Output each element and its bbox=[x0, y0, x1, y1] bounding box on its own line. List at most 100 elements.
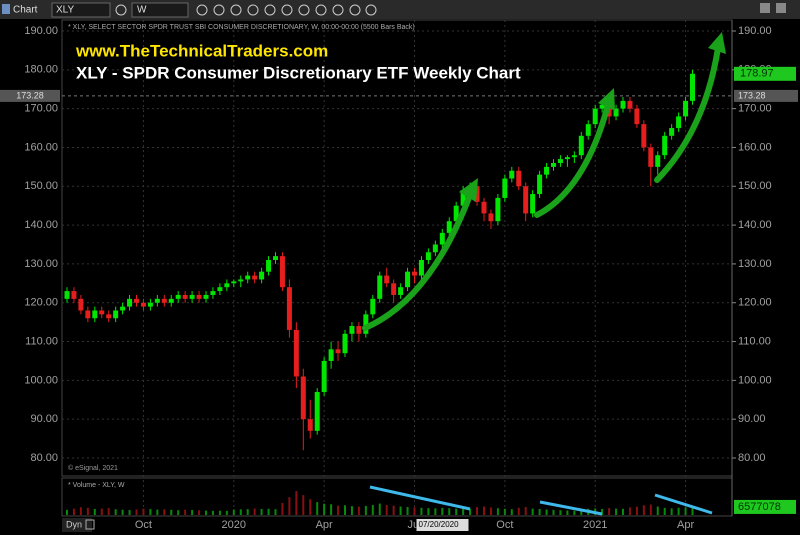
volume-bar bbox=[615, 508, 618, 515]
volume-bar bbox=[628, 507, 631, 515]
refresh-icon[interactable] bbox=[115, 4, 127, 16]
volume-bar bbox=[531, 508, 534, 515]
candle-body bbox=[64, 291, 70, 299]
x-tick-label: Oct bbox=[135, 519, 152, 531]
candle-body bbox=[432, 244, 438, 253]
candle-body bbox=[578, 135, 584, 156]
candle-body bbox=[377, 275, 383, 299]
icon[interactable] bbox=[230, 4, 242, 16]
candle-body bbox=[349, 326, 355, 334]
candle-body bbox=[481, 201, 487, 214]
volume-pane bbox=[61, 477, 733, 517]
volume-trend-lines bbox=[369, 485, 713, 516]
volume-bar bbox=[455, 508, 458, 515]
volume-bar bbox=[538, 508, 541, 515]
volume-bar bbox=[198, 510, 201, 515]
candle-body bbox=[551, 162, 556, 167]
x-tick-label: Apr bbox=[677, 519, 694, 531]
candle-body bbox=[154, 298, 160, 303]
icon[interactable] bbox=[298, 4, 310, 16]
candle-body bbox=[307, 419, 313, 431]
symbol[interactable]: XLY bbox=[56, 5, 74, 16]
volume-bar bbox=[72, 508, 75, 515]
icon[interactable] bbox=[281, 4, 293, 16]
dyn-icon[interactable] bbox=[85, 519, 95, 530]
marks bbox=[64, 69, 695, 515]
candle-body bbox=[259, 271, 265, 280]
volume-bar bbox=[420, 507, 423, 515]
candle-body bbox=[196, 294, 202, 299]
candle-body bbox=[147, 302, 153, 307]
volume-bar bbox=[503, 508, 506, 515]
volume-bar bbox=[142, 508, 145, 515]
candle-body bbox=[557, 159, 563, 163]
icon[interactable] bbox=[264, 4, 276, 16]
volume-bar bbox=[524, 507, 527, 515]
window-button[interactable] bbox=[760, 3, 770, 13]
last-price-box bbox=[734, 66, 796, 81]
icon[interactable] bbox=[349, 4, 361, 16]
volume-bar bbox=[337, 505, 340, 515]
candle-body bbox=[676, 116, 682, 129]
volume-bar bbox=[545, 509, 548, 515]
icon[interactable] bbox=[332, 4, 344, 16]
volume-bar bbox=[642, 505, 645, 515]
interval-box[interactable] bbox=[131, 2, 189, 18]
volume-bar bbox=[128, 509, 131, 515]
volume-bar bbox=[441, 507, 444, 515]
interval[interactable]: W bbox=[137, 5, 147, 16]
candle-body bbox=[599, 104, 605, 109]
last-volume-box bbox=[734, 499, 796, 514]
dyn[interactable]: Dyn bbox=[66, 519, 82, 529]
volume-bar bbox=[462, 508, 465, 515]
candle-body bbox=[391, 283, 397, 295]
candle-body bbox=[203, 294, 209, 299]
chart-header: * XLY, SELECT SECTOR SPDR TRUST SBI CONS… bbox=[68, 24, 415, 31]
candle-body bbox=[516, 170, 522, 187]
volume-bar bbox=[566, 510, 569, 515]
candle-body bbox=[231, 281, 237, 284]
icon[interactable] bbox=[315, 4, 327, 16]
volume-bar bbox=[114, 509, 117, 515]
volume-bar bbox=[670, 508, 673, 515]
candle-body bbox=[106, 314, 112, 319]
candle-body bbox=[252, 275, 258, 280]
volume-bar bbox=[66, 509, 68, 515]
ref-price-label: 173.28 bbox=[16, 90, 44, 100]
dyn-box[interactable] bbox=[62, 518, 92, 532]
icon[interactable] bbox=[365, 4, 377, 16]
volume-bar bbox=[649, 504, 652, 515]
candle-body bbox=[92, 310, 98, 319]
last-price-label: 178.97 bbox=[740, 68, 774, 80]
x-tick-label: Oct bbox=[496, 519, 513, 531]
volume-bar bbox=[476, 507, 479, 515]
candle-body bbox=[544, 166, 550, 175]
volume-bar bbox=[483, 506, 485, 515]
candle-body bbox=[161, 298, 167, 303]
candle-body bbox=[210, 291, 216, 295]
symbol-box[interactable] bbox=[51, 2, 111, 18]
icon[interactable] bbox=[213, 4, 225, 16]
candle-body bbox=[690, 73, 695, 101]
trend-line bbox=[369, 485, 471, 511]
candle-body bbox=[592, 108, 598, 125]
volume-bar bbox=[448, 508, 451, 515]
volume-bar bbox=[135, 509, 138, 515]
candle-body bbox=[182, 294, 188, 299]
candle-body bbox=[662, 135, 668, 156]
window-button[interactable] bbox=[776, 3, 786, 13]
trend-line bbox=[654, 493, 713, 515]
ref-price-box bbox=[734, 89, 798, 102]
volume-bar bbox=[253, 508, 256, 515]
icon[interactable] bbox=[196, 4, 208, 16]
candle-body bbox=[286, 287, 292, 330]
candle-body bbox=[335, 349, 341, 354]
volume-bar bbox=[677, 507, 680, 515]
volume-bar bbox=[371, 505, 374, 515]
icon[interactable] bbox=[247, 4, 259, 16]
volume-bar bbox=[274, 509, 277, 515]
volume-bar bbox=[246, 509, 249, 515]
chart-title: XLY - SPDR Consumer Discretionary ETF We… bbox=[76, 63, 521, 82]
volume-bar bbox=[427, 508, 430, 515]
